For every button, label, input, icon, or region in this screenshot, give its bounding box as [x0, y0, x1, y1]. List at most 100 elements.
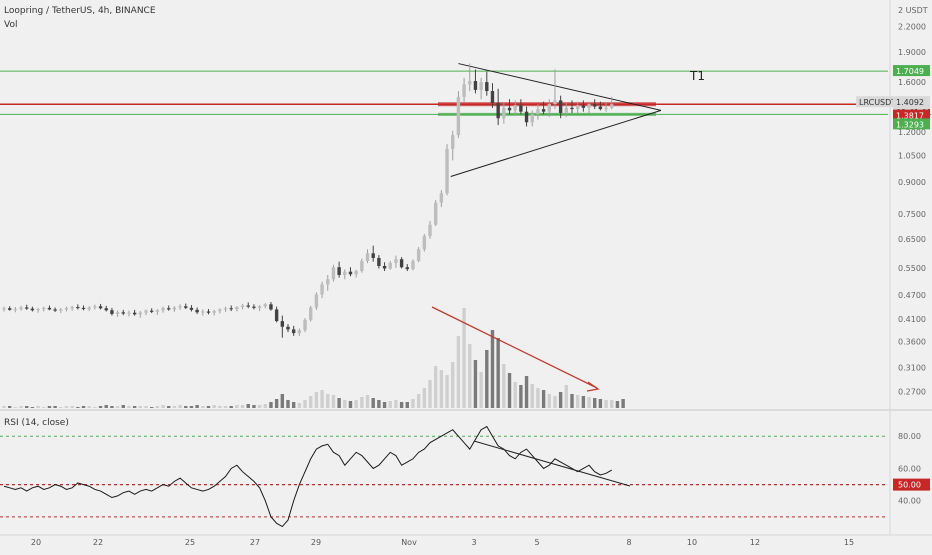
volume-bars: [2, 308, 625, 408]
candle: [451, 135, 455, 149]
horizontal-levels: [0, 70, 888, 116]
volume-bar: [587, 397, 591, 408]
volume-bar: [473, 360, 478, 408]
candle: [598, 106, 603, 110]
price-tick-label: 1.0500: [898, 151, 926, 160]
candle: [377, 258, 381, 266]
time-tick-label: 20: [31, 538, 41, 547]
volume-trend-arrow: [431, 306, 598, 389]
candle: [360, 261, 364, 272]
volume-bar: [212, 405, 216, 408]
volume-bar: [218, 406, 222, 408]
candle: [593, 104, 597, 107]
price-tick-label: 0.4100: [898, 315, 926, 324]
rsi-pane: [0, 425, 888, 528]
candle: [320, 284, 324, 295]
time-tick-label: 29: [311, 538, 321, 547]
time-tick-label: 12: [750, 538, 760, 547]
candle: [47, 307, 52, 310]
rsi-trendline: [473, 440, 631, 487]
candle: [502, 107, 506, 119]
volume-bar: [2, 406, 6, 408]
candle: [610, 104, 614, 108]
price-tag-support-level: [893, 118, 930, 130]
rsi-level-tag-text: 50.00: [898, 481, 921, 490]
volume-bar: [121, 405, 125, 408]
rsi-label: RSI (14, close): [4, 418, 69, 428]
volume-bar: [98, 406, 103, 408]
price-tick-label: 0.6500: [898, 235, 926, 244]
volume-bar: [291, 402, 296, 408]
volume-bar: [326, 394, 330, 408]
volume-bar: [7, 406, 12, 408]
volume-bar: [416, 394, 421, 408]
volume-bar: [229, 406, 233, 408]
price-axis-unit: 2 USDT: [898, 6, 928, 15]
time-tick-label: 25: [185, 538, 195, 547]
rsi-axis[interactable]: 80.00 60.00 40.00 50.00: [893, 432, 930, 506]
time-tick-label: 5: [534, 538, 539, 547]
volume-bar: [558, 392, 563, 408]
volume-bar: [53, 406, 57, 408]
candle: [19, 307, 23, 310]
volume-bar: [76, 407, 80, 408]
volume-bar: [64, 406, 69, 408]
candle: [371, 253, 375, 259]
volume-bar: [485, 350, 489, 408]
volume-bar: [598, 399, 603, 408]
volume-bar: [490, 330, 495, 408]
volume-bar: [280, 394, 285, 408]
volume-bar: [206, 406, 211, 408]
candle: [524, 111, 529, 123]
volume-bar: [433, 366, 438, 408]
volume-bar: [87, 406, 91, 408]
candle: [581, 105, 586, 108]
candle: [326, 279, 330, 285]
candle: [468, 81, 472, 85]
volume-bar: [337, 398, 341, 408]
candles: [2, 63, 614, 338]
rsi-tick-label: 80.00: [898, 432, 921, 441]
candle: [7, 308, 12, 310]
candle: [422, 236, 427, 250]
volume-bar: [19, 406, 23, 408]
chart-title: Loopring / TetherUS, 4h, BINANCE: [4, 6, 156, 16]
volume-bar: [564, 385, 569, 408]
candle: [155, 310, 160, 312]
candle: [553, 100, 557, 105]
volume-bar: [274, 399, 279, 408]
candle: [411, 261, 415, 270]
candle: [201, 311, 205, 313]
candle: [42, 307, 46, 310]
candle: [235, 307, 239, 310]
volume-bar: [297, 403, 302, 408]
price-tick-label: 0.4700: [898, 291, 926, 300]
rsi-tick-label: 60.00: [898, 464, 921, 473]
candle: [496, 102, 500, 119]
candle: [291, 329, 296, 334]
volume-bar: [428, 380, 432, 408]
candle: [485, 82, 489, 92]
candle: [212, 311, 216, 313]
volume-bar: [149, 407, 154, 408]
volume-bar: [422, 388, 427, 408]
price-tag-pair: [856, 96, 893, 108]
volume-bar: [439, 370, 444, 408]
volume-bar: [178, 405, 182, 408]
price-tag-text-red-level: 1.3817: [896, 112, 924, 121]
rsi-tick-label: 40.00: [898, 497, 921, 506]
volume-bar: [59, 407, 63, 408]
candle: [388, 262, 392, 269]
volume-bar: [144, 406, 148, 408]
candle: [405, 267, 409, 270]
volume-arrow-head: [586, 381, 600, 392]
volume-bar: [382, 402, 387, 408]
volume-bar: [502, 364, 506, 408]
volume-bar: [235, 405, 239, 408]
volume-bar: [36, 406, 40, 408]
time-axis[interactable]: 20 22 25 27 29 Nov 3 5 8 10 12 15: [0, 534, 932, 547]
candle: [269, 304, 273, 310]
volume-bar: [553, 396, 557, 408]
